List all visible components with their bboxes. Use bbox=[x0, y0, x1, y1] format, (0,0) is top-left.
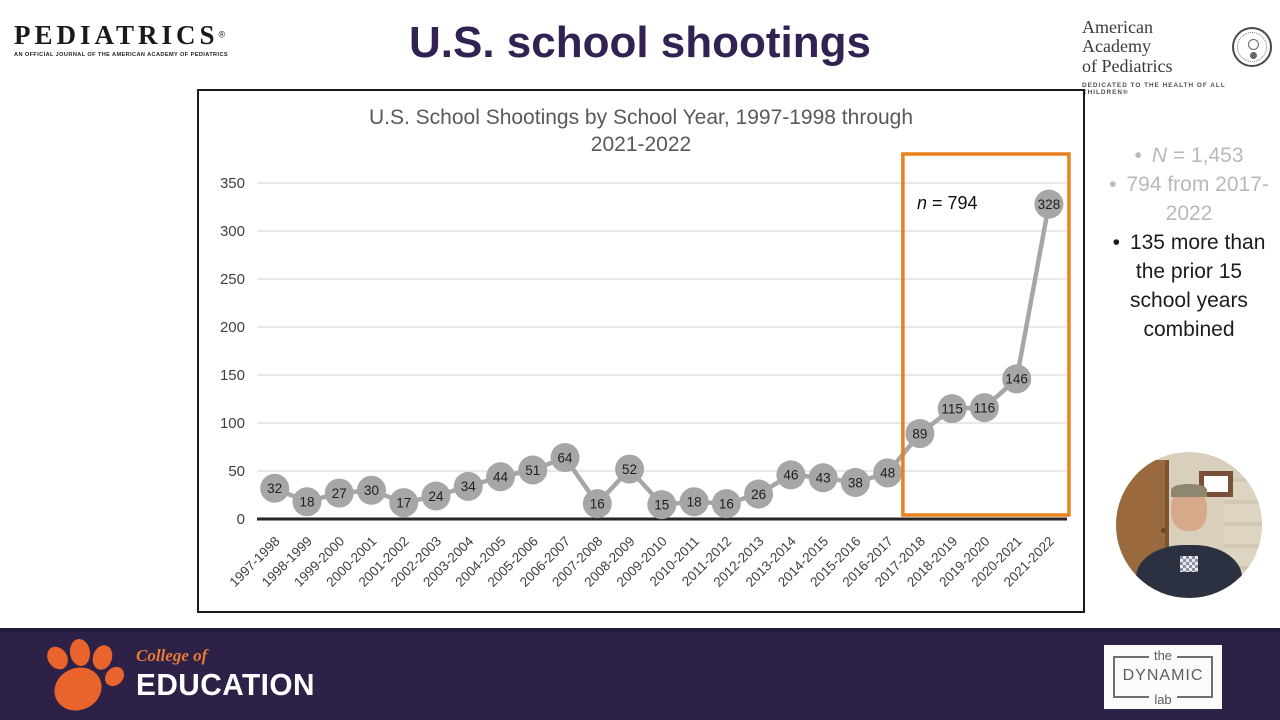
svg-text:15: 15 bbox=[654, 497, 669, 512]
svg-text:38: 38 bbox=[848, 475, 863, 490]
note-total-n: • N = 1,453 bbox=[1096, 142, 1280, 171]
svg-text:300: 300 bbox=[220, 223, 245, 240]
svg-text:250: 250 bbox=[220, 271, 245, 288]
note-n-value: = 1,453 bbox=[1167, 144, 1244, 167]
bullet-icon: • bbox=[1112, 230, 1120, 254]
aap-logo: American Academy of Pediatrics DEDICATED… bbox=[1082, 17, 1272, 97]
note-135-more: • 135 more than the prior 15 school years… bbox=[1110, 229, 1268, 345]
dynamic-lab-lab: lab bbox=[1104, 692, 1222, 707]
svg-text:89: 89 bbox=[912, 426, 927, 441]
webcam-video bbox=[1116, 452, 1262, 598]
pediatrics-logo-title: PEDIATRICS bbox=[14, 20, 219, 50]
school-shootings-line-chart: 0501001502002503003501997-19981998-19991… bbox=[220, 152, 1071, 590]
svg-text:100: 100 bbox=[220, 415, 245, 432]
bullet-icon: • bbox=[1109, 172, 1117, 196]
svg-text:48: 48 bbox=[880, 466, 895, 481]
bullet-icon: • bbox=[1134, 144, 1142, 167]
aap-name-line2: of Pediatrics bbox=[1082, 55, 1173, 76]
chart-panel: 0 50 100 150 200 250 300 350 1997-1998 1998-1999 1… bbox=[197, 89, 1085, 613]
clemson-college-logo: College of EDUCATION bbox=[136, 646, 322, 703]
svg-text:26: 26 bbox=[751, 487, 766, 502]
svg-text:43: 43 bbox=[816, 471, 831, 486]
aap-logo-name: American Academy of Pediatrics bbox=[1082, 17, 1224, 76]
svg-text:146: 146 bbox=[1005, 372, 1028, 387]
dynamic-lab-logo: the DYNAMIC lab bbox=[1104, 645, 1222, 709]
svg-text:18: 18 bbox=[299, 495, 314, 510]
svg-text:18: 18 bbox=[687, 495, 702, 510]
aap-name-line1: American Academy bbox=[1082, 17, 1153, 57]
side-notes: • N = 1,453 • 794 from 2017-2022 • 135 more… bbox=[1096, 142, 1280, 345]
svg-text:16: 16 bbox=[719, 496, 734, 511]
svg-text:200: 200 bbox=[220, 319, 245, 336]
pediatrics-logo: PEDIATRICS® AN OFFICIAL JOURNAL OF THE A… bbox=[14, 20, 228, 58]
aap-logo-tagline: DEDICATED TO THE HEALTH OF ALL CHILDREN® bbox=[1082, 82, 1226, 97]
note-794-text: 794 from 2017-2022 bbox=[1126, 172, 1269, 225]
college-of-label: College of bbox=[136, 646, 208, 665]
svg-text:350: 350 bbox=[220, 175, 245, 192]
svg-text:32: 32 bbox=[267, 481, 282, 496]
svg-text:51: 51 bbox=[525, 463, 540, 478]
svg-text:24: 24 bbox=[428, 489, 444, 504]
webcam-speaker-hair bbox=[1171, 484, 1208, 498]
svg-text:150: 150 bbox=[220, 367, 245, 384]
svg-text:16: 16 bbox=[590, 496, 605, 511]
svg-text:328: 328 bbox=[1038, 197, 1061, 212]
education-label: EDUCATION bbox=[136, 667, 316, 702]
svg-text:50: 50 bbox=[228, 463, 245, 480]
svg-text:0: 0 bbox=[237, 511, 245, 528]
svg-text:34: 34 bbox=[461, 479, 477, 494]
svg-text:n = 794: n = 794 bbox=[917, 193, 978, 213]
svg-text:64: 64 bbox=[558, 450, 574, 465]
svg-text:17: 17 bbox=[396, 495, 411, 510]
dynamic-lab-name: DYNAMIC bbox=[1122, 667, 1204, 684]
note-135-text: 135 more than the prior 15 school years … bbox=[1129, 230, 1266, 341]
svg-text:44: 44 bbox=[493, 470, 509, 485]
note-n-italic: N bbox=[1151, 144, 1168, 167]
chart-title-line2: 2021-2022 bbox=[590, 132, 692, 156]
chart-title-line1: U.S. School Shootings by School Year, 19… bbox=[368, 106, 914, 129]
note-794: • 794 from 2017-2022 bbox=[1096, 171, 1280, 229]
svg-text:46: 46 bbox=[783, 468, 798, 483]
svg-text:115: 115 bbox=[941, 401, 963, 416]
svg-text:52: 52 bbox=[622, 462, 637, 477]
dynamic-lab-the: the bbox=[1104, 648, 1222, 663]
webcam-door-knob bbox=[1161, 527, 1167, 533]
aap-seal-icon bbox=[1232, 27, 1272, 68]
registered-mark: ® bbox=[218, 29, 226, 40]
chart-title: U.S. School Shootings by School Year, 19… bbox=[199, 105, 1083, 159]
clemson-paw-icon bbox=[42, 637, 128, 718]
svg-text:30: 30 bbox=[364, 483, 379, 498]
footer-bar: College of EDUCATION the DYNAMIC lab bbox=[0, 628, 1280, 720]
svg-text:116: 116 bbox=[974, 400, 996, 415]
svg-text:27: 27 bbox=[332, 486, 347, 501]
webcam-speaker-collar bbox=[1180, 555, 1199, 572]
slide-title: U.S. school shootings bbox=[408, 18, 872, 67]
pediatrics-logo-tagline: AN OFFICIAL JOURNAL OF THE AMERICAN ACAD… bbox=[14, 52, 229, 58]
